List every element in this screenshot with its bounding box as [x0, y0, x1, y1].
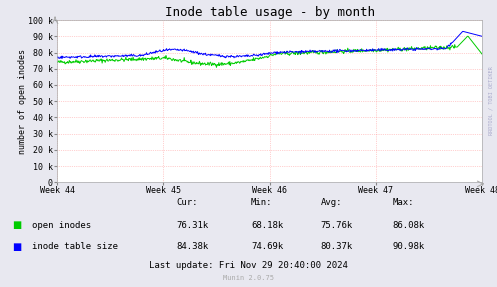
Text: RRDTOOL / TOBI OETIKER: RRDTOOL / TOBI OETIKER: [489, 66, 494, 135]
inode table size: [438, 46, 444, 50]
Text: 74.69k: 74.69k: [251, 242, 283, 251]
Text: 68.18k: 68.18k: [251, 221, 283, 230]
inode table size: [189, 50, 195, 53]
open inodes: [54, 60, 60, 63]
Line: inode table size: inode table size: [57, 32, 482, 59]
open inodes: [438, 44, 444, 48]
open inodes: [334, 48, 340, 51]
Text: Max:: Max:: [393, 198, 414, 207]
Text: ■: ■: [12, 242, 22, 252]
Text: open inodes: open inodes: [32, 221, 91, 230]
open inodes: [174, 58, 180, 62]
Text: 86.08k: 86.08k: [393, 221, 425, 230]
Line: open inodes: open inodes: [57, 36, 482, 67]
Text: Last update: Fri Nov 29 20:40:00 2024: Last update: Fri Nov 29 20:40:00 2024: [149, 261, 348, 270]
Y-axis label: number of open inodes: number of open inodes: [17, 49, 27, 154]
open inodes: [158, 57, 164, 61]
Text: 76.31k: 76.31k: [176, 221, 209, 230]
open inodes: [465, 35, 471, 38]
open inodes: [479, 53, 485, 56]
inode table size: [54, 56, 60, 59]
inode table size: [174, 47, 180, 51]
inode table size: [386, 49, 392, 52]
Text: Cur:: Cur:: [176, 198, 198, 207]
open inodes: [213, 66, 219, 69]
open inodes: [188, 63, 194, 66]
Text: 90.98k: 90.98k: [393, 242, 425, 251]
Text: 84.38k: 84.38k: [176, 242, 209, 251]
inode table size: [59, 57, 65, 60]
inode table size: [479, 35, 485, 38]
Text: ■: ■: [12, 220, 22, 230]
Text: Avg:: Avg:: [321, 198, 342, 207]
Title: Inode table usage - by month: Inode table usage - by month: [165, 6, 375, 19]
inode table size: [334, 51, 340, 54]
Text: 75.76k: 75.76k: [321, 221, 353, 230]
Text: inode table size: inode table size: [32, 242, 118, 251]
inode table size: [159, 50, 165, 53]
inode table size: [460, 30, 466, 33]
Text: Min:: Min:: [251, 198, 272, 207]
open inodes: [386, 49, 392, 52]
Text: Munin 2.0.75: Munin 2.0.75: [223, 275, 274, 281]
Text: 80.37k: 80.37k: [321, 242, 353, 251]
